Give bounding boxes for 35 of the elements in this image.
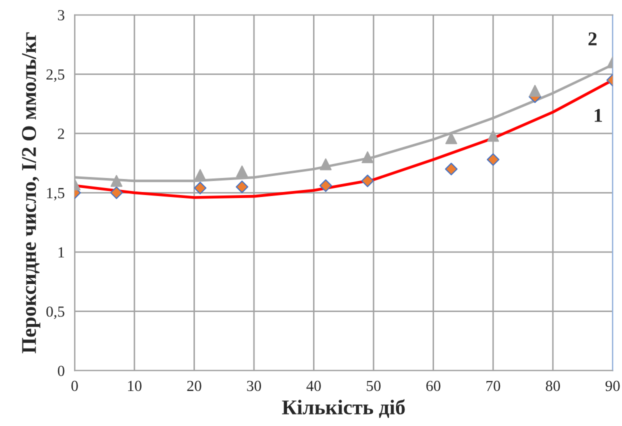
x-tick-label: 70	[486, 380, 500, 392]
point	[529, 84, 541, 97]
x-axis-title: Кількість діб	[282, 399, 405, 418]
point	[362, 151, 374, 164]
x-tick-label: 40	[306, 380, 321, 392]
y-tick-label: 2	[58, 128, 64, 139]
x-tick-label: 30	[247, 380, 262, 392]
x-tick-label: 80	[546, 380, 560, 392]
y-axis-title: Пероксидне число, I/2 O ммоль/кг	[22, 32, 40, 354]
y-tick-label: 3	[58, 10, 64, 20]
point	[487, 130, 500, 142]
point	[236, 180, 248, 194]
x-tick-label: 10	[128, 380, 142, 392]
point	[194, 169, 206, 181]
point	[320, 158, 332, 170]
series-label: 2	[588, 32, 597, 46]
point	[361, 174, 374, 188]
point	[444, 162, 458, 176]
y-tick-label: 1,5	[47, 188, 64, 200]
x-tick-label: 20	[187, 380, 202, 392]
x-tick-label: 50	[366, 380, 381, 392]
x-tick-label: 90	[606, 380, 620, 392]
x-tick-label: 60	[426, 380, 440, 392]
point	[194, 182, 206, 194]
series-label: 1	[594, 108, 602, 122]
point	[110, 174, 122, 187]
point	[319, 179, 332, 192]
y-tick-label: 2,5	[46, 69, 64, 82]
point	[486, 153, 500, 166]
y-tick-label: 1	[58, 247, 64, 258]
x-tick-label: 0	[71, 380, 78, 392]
y-tick-label: 0,5	[46, 306, 64, 319]
point	[236, 165, 248, 178]
y-tick-label: 0	[58, 366, 64, 376]
point	[110, 186, 123, 200]
